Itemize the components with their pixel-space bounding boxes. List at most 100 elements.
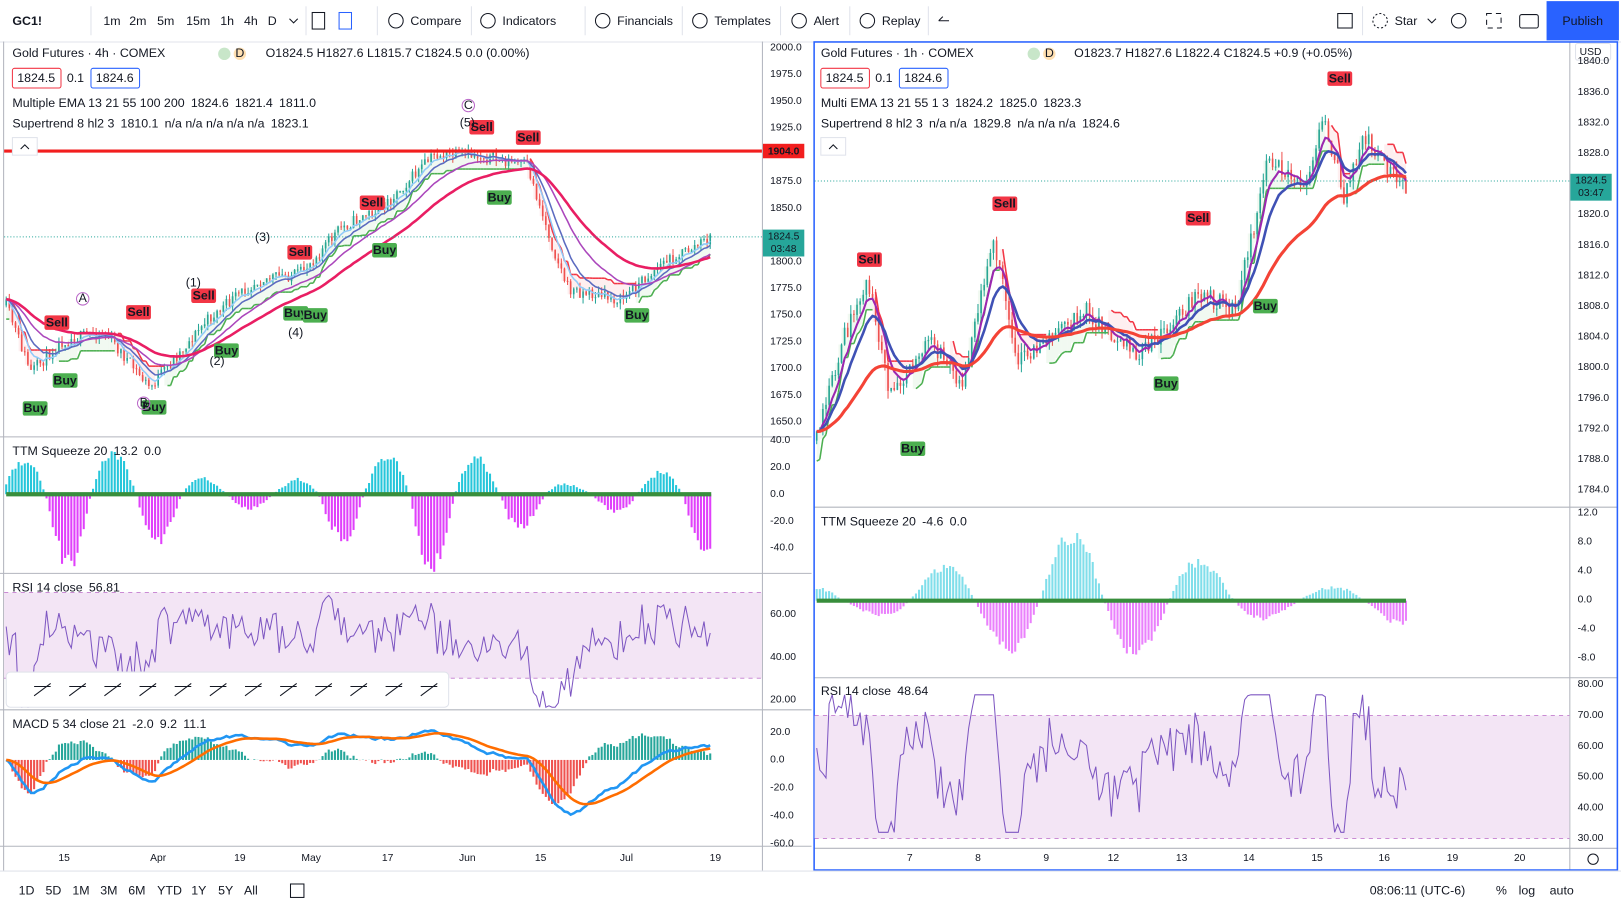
candle-body [545, 216, 547, 225]
toolbar-button[interactable]: Alert [814, 14, 840, 28]
histogram-bar [306, 483, 309, 495]
macd-bar [461, 759, 464, 768]
supertrend-fill [294, 269, 298, 290]
wave-label: (1) [186, 276, 201, 290]
supertrend-fill [1278, 174, 1282, 189]
macd-bar [433, 754, 436, 760]
candle-body [1222, 294, 1224, 299]
candle-body [281, 274, 284, 276]
supertrend-line [238, 308, 243, 313]
active-pane-border [813, 41, 1619, 871]
collapse-button[interactable] [820, 137, 847, 156]
drawing-tool[interactable] [33, 683, 51, 697]
range-button[interactable]: 3M [100, 884, 117, 898]
histogram-bar [247, 494, 250, 510]
range-button[interactable]: 5Y [218, 884, 233, 898]
pane-title: RSI 14 close [821, 684, 891, 698]
candle-body [1250, 233, 1252, 258]
supertrend-fill [974, 313, 978, 343]
drawing-tool[interactable] [279, 683, 298, 697]
study-value: 1823.1 [271, 116, 309, 130]
interval-button[interactable]: 4h [244, 14, 258, 28]
histogram-bar [392, 457, 395, 495]
histogram-bar [1045, 578, 1048, 601]
macd-bar [386, 759, 389, 761]
histogram-bar [582, 489, 585, 495]
interval-button[interactable]: 5m [157, 14, 174, 28]
supertrend-fill [521, 159, 525, 170]
drawing-tool[interactable] [314, 683, 333, 697]
interval-button[interactable]: 1m [103, 14, 120, 28]
macd-bar [48, 759, 51, 760]
drawing-tool[interactable] [209, 683, 227, 697]
supertrend-fill [1129, 321, 1134, 348]
candle-body [1358, 149, 1361, 165]
market-status [1027, 47, 1041, 61]
supertrend-fill [645, 278, 649, 297]
macd-bar [157, 759, 160, 764]
macd-bar [423, 751, 426, 760]
symbol[interactable]: GC1! [12, 14, 42, 28]
drawing-tool[interactable] [385, 683, 403, 697]
ema-line [6, 159, 711, 367]
currency-box[interactable] [1574, 42, 1612, 61]
range-button[interactable]: 1M [72, 884, 89, 898]
histogram-bar [606, 494, 609, 510]
drawing-tool[interactable] [174, 683, 192, 697]
publish-label[interactable]: Publish [1562, 14, 1603, 28]
drawing-tool[interactable] [350, 683, 368, 697]
range-button[interactable]: 1Y [191, 884, 206, 898]
toolbar-button[interactable]: Indicators [502, 14, 556, 28]
candle-body [871, 293, 874, 298]
drawing-tool[interactable] [244, 683, 262, 697]
histogram-bar [488, 473, 492, 495]
candle-body [548, 224, 550, 239]
interval-button[interactable]: 1h [220, 14, 234, 28]
drawing-tool[interactable] [139, 683, 157, 697]
histogram-bar [952, 566, 955, 601]
toolbar-button[interactable]: Replay [882, 14, 921, 28]
candle-body [1132, 347, 1134, 352]
histogram-bar [918, 589, 921, 601]
goto-date-icon[interactable] [289, 883, 305, 898]
interval-button[interactable]: D [268, 14, 277, 28]
histogram-bar [1209, 571, 1212, 601]
candle-body [1355, 163, 1358, 165]
drawing-tool[interactable] [104, 683, 122, 697]
range-button[interactable]: 1D [19, 884, 35, 898]
scale-option[interactable]: auto [1550, 884, 1574, 898]
publish-button[interactable] [1546, 1, 1619, 41]
toolbar-button[interactable]: Compare [410, 14, 461, 28]
drawing-tool[interactable] [68, 683, 87, 697]
date-label: 15 [58, 853, 70, 864]
supertrend-fill [1374, 152, 1379, 165]
supertrend-fill [567, 274, 571, 295]
range-button[interactable]: 6M [128, 884, 145, 898]
histogram-bar [371, 473, 374, 495]
candle-body [644, 276, 646, 282]
supertrend-fill [592, 278, 596, 298]
histogram-bar [1283, 600, 1287, 611]
histogram-bar [516, 494, 519, 528]
supertrend-fill [46, 350, 50, 360]
collapse-button[interactable] [11, 137, 38, 156]
macd-bar [95, 751, 98, 760]
axis-settings[interactable] [1587, 853, 1599, 865]
supertrend-line [853, 334, 858, 344]
layout-name[interactable]: Star [1395, 14, 1418, 28]
histogram-bar [467, 464, 470, 495]
pane-value: 48.64 [897, 684, 928, 698]
range-button[interactable]: All [244, 884, 258, 898]
interval-button[interactable]: 2m [129, 14, 146, 28]
drawing-tool[interactable] [420, 683, 438, 697]
toolbar-button[interactable]: Templates [714, 14, 770, 28]
scale-option[interactable]: log [1519, 884, 1536, 898]
supertrend-fill [1114, 312, 1118, 342]
interval-button[interactable]: 15m [186, 14, 210, 28]
macd-bar [92, 746, 95, 760]
range-button[interactable]: 5D [45, 884, 61, 898]
toolbar-button[interactable]: Financials [617, 14, 673, 28]
candle-body [696, 245, 699, 247]
scale-option[interactable]: % [1496, 884, 1507, 898]
range-button[interactable]: YTD [157, 884, 182, 898]
